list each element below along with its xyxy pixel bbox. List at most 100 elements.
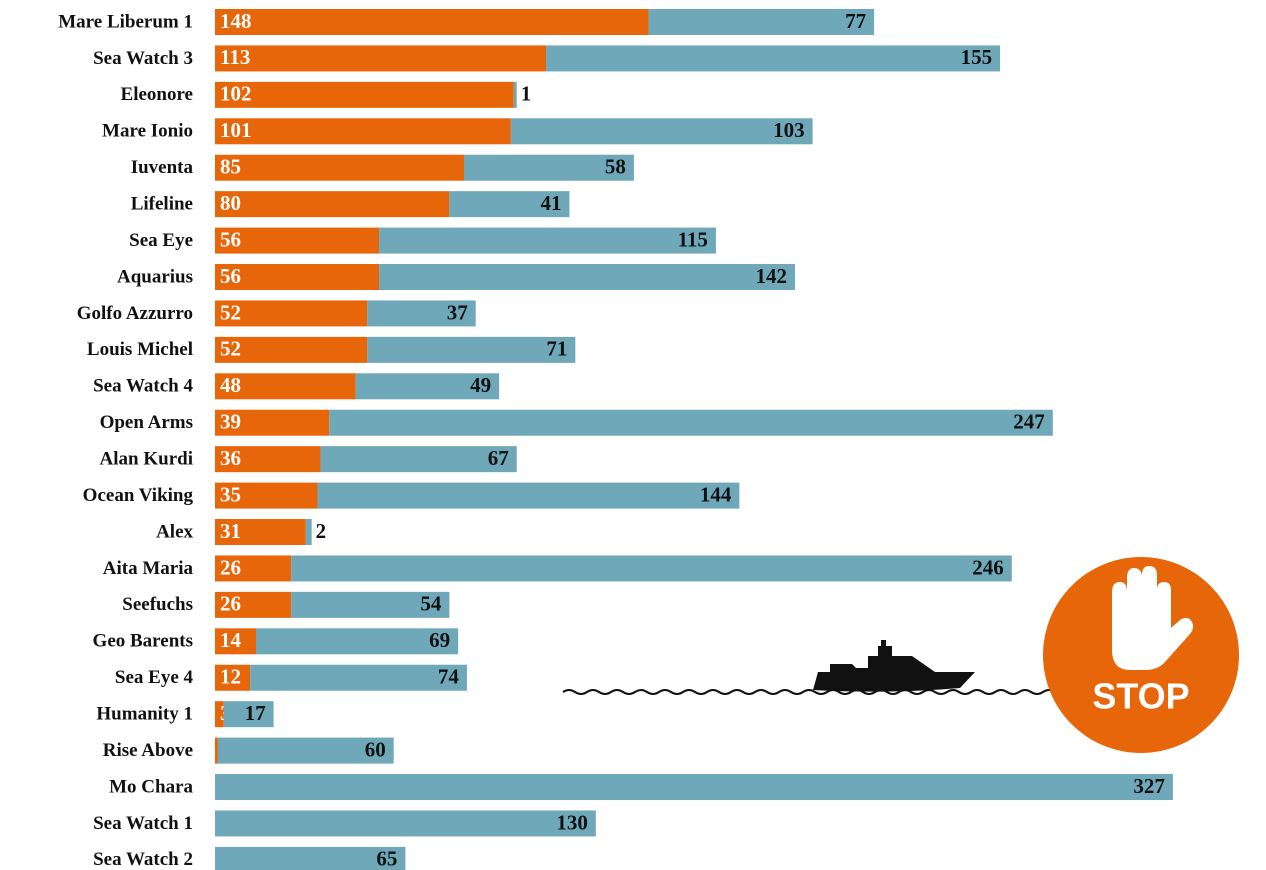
bar-segment [215, 9, 649, 35]
bar-segment [317, 482, 740, 509]
value-label: 1 [521, 82, 532, 106]
value-label: 35 [220, 482, 241, 506]
value-label: 69 [429, 628, 450, 652]
value-label: 65 [376, 847, 397, 870]
value-label: 247 [1013, 410, 1045, 434]
bar-segment [367, 336, 576, 363]
value-label: 327 [1133, 774, 1165, 798]
bar-segment [215, 810, 596, 837]
bar-segment [510, 118, 813, 145]
category-label: Sea Eye 4 [115, 667, 194, 688]
bar-segment [320, 446, 517, 473]
category-label: Sea Watch 2 [93, 849, 193, 870]
category-label: Open Arms [100, 412, 193, 433]
category-label: Ocean Viking [83, 485, 194, 506]
value-label: 49 [470, 373, 491, 397]
bar-segment [215, 701, 224, 728]
bar-segment [215, 555, 292, 582]
value-label: 26 [220, 555, 241, 579]
category-label: Geo Barents [93, 631, 193, 652]
bar-segment [215, 300, 368, 327]
category-label: Eleonore [121, 84, 193, 105]
value-label: 26 [220, 592, 241, 616]
bar-segment [215, 664, 251, 691]
category-label: Seefuchs [122, 594, 193, 615]
value-label: 85 [220, 155, 241, 179]
category-label: Sea Watch 3 [93, 48, 193, 69]
category-label: Golfo Azzurro [77, 303, 193, 324]
category-label: Lifeline [131, 194, 193, 215]
value-label: 115 [678, 227, 708, 251]
category-label: Sea Watch 1 [93, 813, 193, 834]
value-label: 71 [546, 337, 567, 361]
value-label: 80 [220, 191, 241, 215]
category-label: Rise Above [103, 740, 193, 761]
value-label: 54 [420, 592, 442, 616]
bar-segment [215, 373, 356, 400]
category-label: Humanity 1 [96, 704, 193, 725]
category-label: Iuventa [131, 157, 194, 178]
bar-segment [215, 409, 330, 436]
bar-segment [215, 227, 380, 254]
bar-segment [305, 519, 312, 546]
value-label: 148 [220, 9, 252, 33]
bar-segment [379, 227, 716, 254]
bar-segment [464, 154, 634, 181]
value-label: 58 [605, 155, 626, 179]
bar-segment [215, 482, 318, 509]
value-label: 52 [220, 300, 241, 324]
bar-segment [215, 519, 306, 546]
bar-segment [329, 409, 1053, 436]
value-label: 41 [540, 191, 561, 215]
value-label: 246 [972, 555, 1004, 579]
bar-segment [215, 81, 514, 108]
bar-segment [291, 555, 1012, 582]
category-label: Sea Eye [129, 230, 193, 251]
value-label: 37 [447, 300, 468, 324]
hand-icon [1112, 566, 1194, 670]
ship-icon [813, 640, 975, 692]
bar-segment [215, 446, 321, 473]
value-label: 56 [220, 264, 241, 288]
bar-segment [648, 9, 875, 35]
value-label: 103 [773, 118, 805, 142]
value-label: 56 [220, 227, 241, 251]
wave-line [562, 689, 1056, 695]
value-label: 17 [245, 701, 266, 725]
bar-segment [367, 300, 476, 327]
bar-segment [379, 264, 796, 291]
value-label: 2 [316, 519, 327, 543]
category-label: Aquarius [117, 266, 193, 287]
value-label: 130 [556, 810, 588, 834]
value-label: 142 [756, 264, 788, 288]
bar-segment [215, 191, 450, 218]
category-label: Alex [156, 521, 193, 542]
value-label: 113 [220, 45, 250, 69]
bar-segment [215, 846, 406, 870]
value-label: 14 [220, 628, 242, 652]
bar-segment [256, 628, 459, 655]
value-label: 74 [438, 665, 460, 689]
value-label: 67 [488, 446, 509, 470]
bar-segment [215, 264, 380, 291]
value-label: 144 [700, 482, 732, 506]
value-label: 36 [220, 446, 241, 470]
bar-segment [355, 373, 500, 400]
category-label: Aita Maria [103, 558, 194, 579]
value-label: 48 [220, 373, 241, 397]
bar-segment [223, 701, 274, 728]
value-label: 31 [220, 519, 241, 543]
bar-segment [215, 336, 368, 363]
bar-segment [546, 45, 1001, 72]
value-label: 77 [845, 9, 866, 33]
bar-segment [291, 591, 450, 618]
category-label: Mare Ionio [102, 121, 193, 142]
category-label: Mare Liberum 1 [58, 11, 193, 32]
value-label: 155 [961, 45, 993, 69]
bar-segment [217, 737, 394, 764]
category-label: Louis Michel [87, 339, 193, 360]
value-label: 102 [220, 82, 252, 106]
value-label: 39 [220, 410, 241, 434]
category-label: Mo Chara [109, 776, 193, 797]
